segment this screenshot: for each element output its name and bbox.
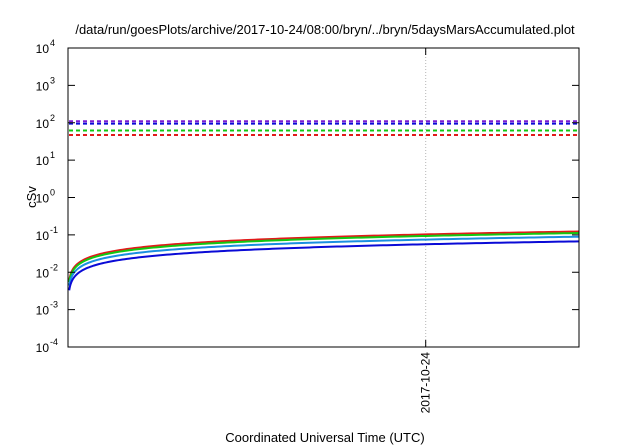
y-tick-exponent: -3: [50, 300, 58, 310]
series-line: [68, 232, 580, 283]
y-tick-label: 10: [36, 42, 50, 56]
x-axis-ticks: 2017-10-24: [419, 48, 433, 413]
y-tick-exponent: 4: [50, 38, 55, 48]
y-tick-exponent: -4: [50, 337, 58, 347]
y-tick-exponent: 1: [50, 150, 55, 160]
y-tick-label: 10: [36, 79, 50, 93]
x-axis-label: Coordinated Universal Time (UTC): [225, 430, 424, 445]
y-axis-label: cSv: [24, 186, 39, 208]
y-tick-label: 10: [36, 304, 50, 318]
chart-title: /data/run/goesPlots/archive/2017-10-24/0…: [75, 22, 575, 37]
series-line: [68, 240, 580, 291]
y-tick-exponent: -1: [50, 225, 58, 235]
y-tick-exponent: -2: [50, 262, 58, 272]
reference-lines: [69, 120, 578, 137]
y-tick-label: 10: [36, 229, 50, 243]
series-lines: [68, 230, 580, 291]
series-line: [68, 235, 580, 286]
y-tick-label: 10: [36, 192, 50, 206]
y-tick-exponent: 0: [50, 188, 55, 198]
x-tick-label: 2017-10-24: [419, 352, 433, 414]
series-line: [68, 230, 580, 281]
plot-frame: [67, 47, 580, 348]
y-tick-exponent: 3: [50, 75, 55, 85]
y-tick-label: 10: [36, 154, 50, 168]
y-tick-label: 10: [36, 341, 50, 355]
y-tick-label: 10: [36, 117, 50, 131]
y-tick-exponent: 2: [50, 113, 55, 123]
y-tick-label: 10: [36, 266, 50, 280]
